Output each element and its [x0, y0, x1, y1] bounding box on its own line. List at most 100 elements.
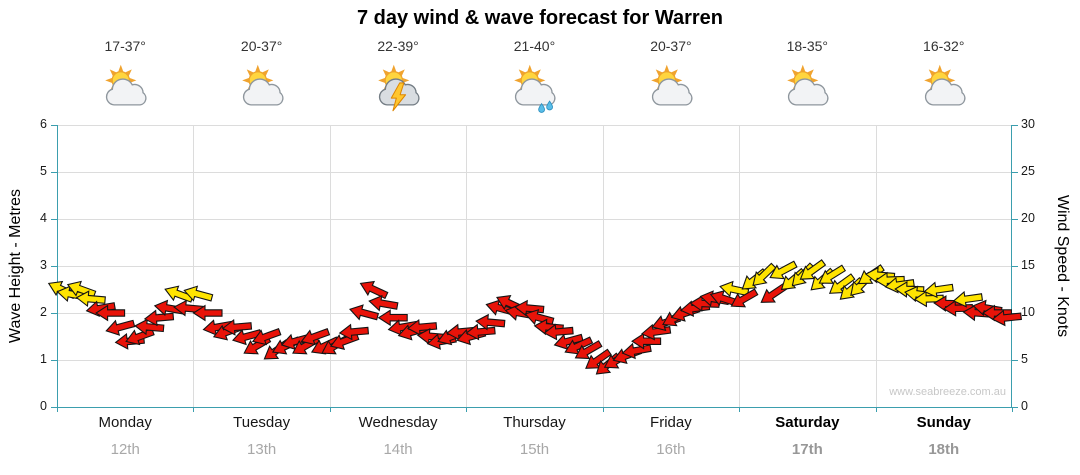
bottom-axis-tick	[1012, 407, 1013, 412]
wind-arrow	[991, 309, 1022, 327]
right-axis-tick	[1012, 172, 1018, 173]
day-name-row: Monday Tuesday Wednesday Thursday Friday…	[57, 414, 1012, 431]
gridline-vertical	[466, 125, 467, 407]
day-date: 14th	[383, 441, 413, 458]
left-tick-label: 0	[40, 399, 47, 413]
bottom-axis-tick	[876, 407, 877, 412]
day-temperature: 16-32°	[923, 38, 965, 54]
right-tick-label: 15	[1021, 258, 1035, 272]
left-tick-label: 4	[40, 211, 47, 225]
wind-arrow	[799, 259, 827, 280]
page-title: 7 day wind & wave forecast for Warren	[356, 7, 724, 29]
wind-arrow	[874, 271, 905, 289]
wind-arrow	[377, 309, 408, 327]
wind-arrow	[828, 273, 856, 294]
gridline-vertical	[876, 125, 877, 407]
day-date: 17th	[791, 441, 823, 458]
wind-arrow	[368, 294, 399, 312]
right-tick-label: 20	[1021, 211, 1035, 225]
wind-arrow	[338, 323, 370, 341]
wind-arrow	[406, 318, 438, 336]
right-axis-title: Wind Speed - Knots	[1054, 194, 1071, 338]
wind-arrow	[760, 282, 788, 303]
day-date: 13th	[247, 441, 277, 458]
wind-arrow	[251, 327, 282, 346]
bottom-axis-line	[57, 407, 1012, 408]
wind-arrow	[952, 290, 984, 308]
thunderstorm-icon	[371, 61, 425, 115]
left-tick-label: 2	[40, 305, 47, 319]
left-axis-tick	[51, 172, 57, 173]
wind-arrow	[465, 323, 496, 341]
day-name: Wednesday	[358, 414, 438, 431]
wind-arrow	[543, 323, 574, 341]
partly-cloudy-icon	[98, 61, 152, 115]
gridline-vertical	[739, 125, 740, 407]
day-name: Friday	[650, 414, 692, 431]
weather-icon-row	[57, 58, 1012, 118]
day-temperature: 22-39°	[377, 38, 419, 54]
wind-arrow	[445, 323, 477, 341]
left-tick-label: 3	[40, 258, 47, 272]
right-tick-label: 5	[1021, 352, 1028, 366]
left-axis-tick	[51, 360, 57, 361]
wind-arrow	[75, 290, 106, 308]
wind-arrow	[349, 304, 380, 321]
day-name: Monday	[98, 414, 152, 431]
wind-arrow	[143, 309, 175, 327]
weather-icon-cell	[739, 58, 875, 118]
right-tick-label: 25	[1021, 164, 1035, 178]
left-axis-tick	[51, 266, 57, 267]
day-name: Saturday	[775, 414, 840, 431]
wind-arrow	[183, 285, 214, 302]
day-date: 16th	[656, 441, 686, 458]
wind-arrow	[359, 280, 389, 300]
day-temperature: 17-37°	[104, 38, 146, 54]
wind-arrows-layer	[47, 259, 1022, 375]
partly-cloudy-icon	[917, 61, 971, 115]
right-tick-label: 30	[1021, 117, 1035, 131]
temperature-row: 17-37° 20-37° 22-39° 21-40° 20-37° 18-35…	[57, 38, 1012, 54]
wind-arrow	[913, 290, 944, 308]
gridline-vertical	[603, 125, 604, 407]
day-name: Sunday	[916, 414, 971, 431]
wind-arrow	[202, 319, 233, 336]
weather-icon-cell	[330, 58, 466, 118]
wind-arrow	[95, 304, 126, 322]
gridline-vertical	[193, 125, 194, 407]
day-date-row: 12th 13th 14th 15th 16th 17th 18th	[57, 441, 1012, 458]
day-temperature: 20-37°	[240, 38, 283, 54]
wind-arrow	[105, 319, 136, 336]
gridline-horizontal	[57, 219, 1012, 220]
bottom-axis-tick	[603, 407, 604, 412]
weather-icon-cell	[603, 58, 739, 118]
wind-arrow	[574, 340, 603, 360]
left-axis-tick	[51, 313, 57, 314]
right-tick-label: 0	[1021, 399, 1028, 413]
bottom-axis-tick	[466, 407, 467, 412]
bottom-axis-tick	[739, 407, 740, 412]
left-axis-tick	[51, 407, 57, 408]
bottom-axis-tick	[57, 407, 58, 412]
wind-arrow	[475, 313, 506, 331]
wind-arrow	[134, 318, 165, 336]
gridline-horizontal	[57, 360, 1012, 361]
day-date: 12th	[110, 441, 140, 458]
day-date: 18th	[928, 441, 960, 458]
wind-arrow	[631, 332, 662, 350]
partly-cloudy-icon	[644, 61, 698, 115]
left-tick-label: 5	[40, 164, 47, 178]
right-axis-tick	[1012, 125, 1018, 126]
wind-arrow	[585, 348, 612, 369]
wind-arrow	[818, 264, 847, 284]
wind-arrow	[300, 327, 331, 346]
weather-icon-cell	[57, 58, 193, 118]
day-temperature: 20-37°	[650, 38, 692, 54]
weather-icon-cell	[466, 58, 602, 118]
weather-icon-cell	[193, 58, 329, 118]
wind-arrow	[553, 333, 584, 350]
day-temperature: 18-35°	[786, 38, 829, 54]
gridline-horizontal	[57, 125, 1012, 126]
wind-arrow	[942, 299, 974, 317]
